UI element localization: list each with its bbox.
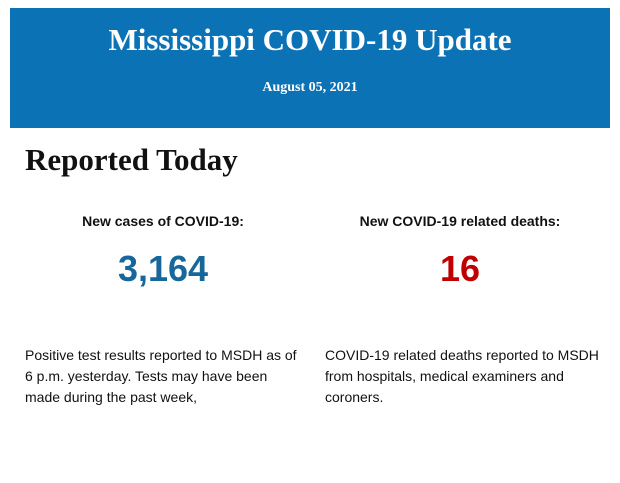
stat-label: New cases of COVID-19: (82, 213, 244, 229)
section-title: Reported Today (25, 142, 238, 177)
stat-value: 16 (439, 248, 481, 289)
header-banner: Mississippi COVID-19 Update August 05, 2… (10, 8, 610, 128)
stat-description: Positive test results reported to MSDH a… (25, 347, 297, 405)
header-title: Mississippi COVID-19 Update (108, 22, 512, 57)
header-date: August 05, 2021 (262, 80, 358, 95)
stat-description: COVID-19 related deaths reported to MSDH… (325, 347, 599, 405)
stat-value: 3,164 (117, 248, 209, 289)
stat-label: New COVID-19 related deaths: (359, 213, 561, 229)
